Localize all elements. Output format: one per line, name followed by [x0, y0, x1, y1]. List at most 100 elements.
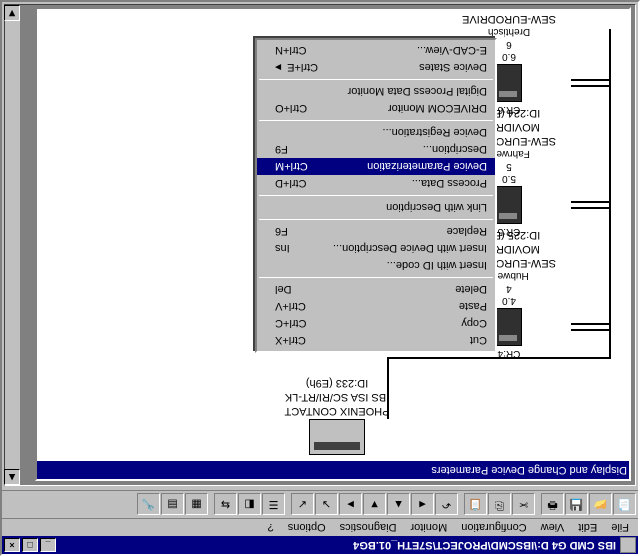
tool-copy-icon[interactable]: ⎘: [488, 494, 511, 516]
tool-arrow-in-icon[interactable]: ↙: [291, 494, 314, 516]
app-title: IBS CMD G4 D:\IBSCMD\PROJECT\S7ETH_01.BG…: [353, 539, 616, 551]
tool-arrow-down-icon[interactable]: ▼: [363, 494, 386, 516]
menu-item-label: Insert with Device Description...: [304, 243, 487, 255]
menu-item[interactable]: Link with Description: [257, 199, 495, 216]
menu-item[interactable]: Delete Del: [257, 281, 495, 298]
menu-item[interactable]: Cut Ctrl+X: [257, 332, 495, 349]
menu-item-accelerator: Ctrl+N: [275, 45, 306, 57]
controller-node[interactable]: PHOENIX CONTACT IBS ISA SC/RI/RT-LK ID:2…: [257, 376, 417, 455]
menu-item[interactable]: E-CAD-View... Ctrl+N: [257, 42, 495, 59]
menu-edit[interactable]: Edit: [571, 521, 604, 535]
controller-line3: ID:233 (E9h): [257, 376, 417, 390]
menu-item[interactable]: Process Data... Ctrl+D: [257, 175, 495, 192]
menu-item-accelerator: F6: [275, 226, 288, 238]
menu-separator: [259, 195, 493, 196]
context-menu: Cut Ctrl+X Copy Ctrl+C Paste Ctrl+VDelete Del I…: [255, 38, 497, 353]
menu-file[interactable]: File: [604, 521, 636, 535]
menu-item[interactable]: Insert with ID code...: [257, 257, 495, 274]
menu-item-accelerator: Ctrl+V: [275, 301, 306, 313]
menu-item-accelerator: Ctrl+D: [275, 178, 306, 190]
tool-cut-icon[interactable]: ✂: [512, 494, 535, 516]
menu-item-label: Link with Description: [275, 202, 487, 214]
tool-wrench-icon[interactable]: 🔧: [137, 494, 160, 516]
menu-item-label: Process Data...: [320, 178, 487, 190]
mdi-scrollbar[interactable]: ▲ ▼: [5, 5, 21, 485]
menu-item-accelerator: Ctrl+E: [287, 62, 318, 74]
menu-item-label: Digital Process Data Monitor: [275, 86, 487, 98]
menu-separator: [259, 79, 493, 80]
menu-item-accelerator: Ctrl+C: [275, 318, 306, 330]
tool-open-icon[interactable]: 📂: [589, 494, 612, 516]
tool-arrow-left-icon[interactable]: ◄: [411, 494, 434, 516]
menu-item[interactable]: ReplaceF6: [257, 223, 495, 240]
menu-item-accelerator: Ctrl+X: [275, 335, 306, 347]
device-name: Drehtisch: [429, 25, 589, 38]
menu-item[interactable]: Paste Ctrl+V: [257, 298, 495, 315]
menu-item[interactable]: Device Registration...: [257, 124, 495, 141]
tool-params-icon[interactable]: ☰: [262, 494, 285, 516]
doc-window: Display and Change Device Parameters PHO…: [35, 7, 631, 481]
device-icon: [496, 65, 522, 103]
menu-item-label: Copy: [320, 318, 487, 330]
tool-db-icon[interactable]: ▤: [161, 494, 184, 516]
menu-configuration[interactable]: Configuration: [454, 521, 533, 535]
menu-help[interactable]: ?: [261, 521, 281, 535]
menu-diagnostics[interactable]: Diagnostics: [333, 521, 404, 535]
scroll-down-icon[interactable]: ▼: [4, 5, 20, 21]
app-icon: [620, 537, 636, 553]
close-button[interactable]: ×: [4, 538, 20, 552]
menu-item[interactable]: Digital Process Data Monitor: [257, 83, 495, 100]
tool-new-icon[interactable]: 📄: [613, 494, 636, 516]
menu-monitor[interactable]: Monitor: [404, 521, 455, 535]
menu-separator: [259, 277, 493, 278]
menu-item[interactable]: Device States Ctrl+E: [257, 59, 495, 76]
menu-item-label: Delete: [306, 284, 487, 296]
controller-line2: IBS ISA SC/RI/RT-LK: [257, 390, 417, 404]
toolbar: 📄 📂 💾 🖶 ✂ ⎘ 📋 ↶ ◄ ▲ ▼ ► ↘ ↙ ☰ ◧ ⇆ ▦ ▤ 🔧: [2, 490, 638, 518]
app-window: IBS CMD G4 D:\IBSCMD\PROJECT\S7ETH_01.BG…: [0, 0, 640, 556]
menu-item-label: Insert with ID code...: [275, 260, 487, 272]
maximize-button[interactable]: □: [22, 538, 38, 552]
menu-item-label: Paste: [320, 301, 487, 313]
tool-link-icon[interactable]: ⇆: [214, 494, 237, 516]
device-icon: [496, 187, 522, 225]
menu-item[interactable]: Copy Ctrl+C: [257, 315, 495, 332]
controller-line1: PHOENIX CONTACT: [257, 403, 417, 417]
mdi-area: Display and Change Device Parameters PHO…: [4, 4, 636, 486]
scroll-up-icon[interactable]: ▲: [4, 469, 20, 485]
minimize-button[interactable]: _: [40, 538, 56, 552]
menu-item-label: DRIVECOM Monitor: [321, 103, 487, 115]
menu-item-accelerator: Del: [275, 284, 292, 296]
menu-item-label: Cut: [320, 335, 487, 347]
menu-separator: [259, 120, 493, 121]
menu-view[interactable]: View: [534, 521, 572, 535]
tool-undo-icon[interactable]: ↶: [435, 494, 458, 516]
controller-icon: [309, 419, 365, 455]
bus-line: [387, 359, 389, 419]
tool-print-icon[interactable]: 🖶: [541, 494, 564, 516]
menu-item-label: E-CAD-View...: [320, 45, 487, 57]
doc-titlebar: Display and Change Device Parameters: [37, 461, 629, 479]
tool-arrow-up-icon[interactable]: ▲: [387, 494, 410, 516]
menu-item[interactable]: DRIVECOM Monitor Ctrl+O: [257, 100, 495, 117]
menu-item-accelerator: Ctrl+O: [275, 103, 307, 115]
doc-title: Display and Change Device Parameters: [431, 464, 627, 476]
menu-item[interactable]: Device ParameterizationCtrl+M: [257, 158, 495, 175]
doc-canvas[interactable]: PHOENIX CONTACT IBS ISA SC/RI/RT-LK ID:2…: [39, 11, 627, 459]
menu-item-label: Device States: [332, 62, 487, 74]
tool-arrow-out-icon[interactable]: ↘: [315, 494, 338, 516]
tool-state-icon[interactable]: ◧: [238, 494, 261, 516]
menu-item-accelerator: F9: [275, 144, 288, 156]
menu-item-label: Device Registration...: [275, 127, 487, 139]
topology: PHOENIX CONTACT IBS ISA SC/RI/RT-LK ID:2…: [39, 11, 627, 459]
menu-item-label: Description...: [302, 144, 487, 156]
device-vendor: SEW-EURODRIVE: [429, 11, 589, 25]
menu-item[interactable]: Insert with Device Description...Ins: [257, 240, 495, 257]
tool-save-icon[interactable]: 💾: [565, 494, 588, 516]
menu-item[interactable]: Description... F9: [257, 141, 495, 158]
menu-item-label: Device Parameterization: [322, 161, 487, 173]
tool-arrow-right-icon[interactable]: ►: [339, 494, 362, 516]
tool-grid-icon[interactable]: ▦: [185, 494, 208, 516]
tool-paste-icon[interactable]: 📋: [464, 494, 487, 516]
menu-options[interactable]: Options: [281, 521, 333, 535]
